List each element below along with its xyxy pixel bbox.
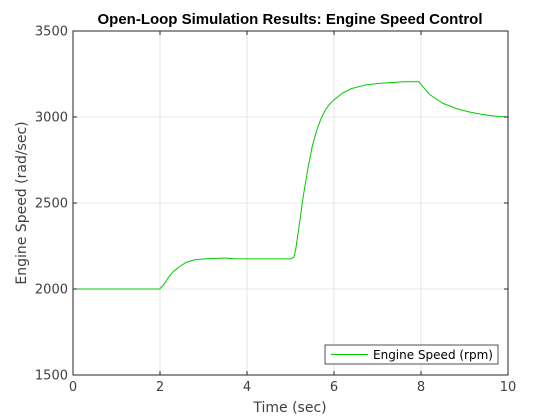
chart-title: Open-Loop Simulation Results: Engine Spe…: [97, 11, 482, 28]
y-tick-label: 1500: [35, 369, 68, 384]
x-tick-label: 10: [500, 380, 517, 395]
legend: Engine Speed (rpm): [324, 344, 499, 365]
x-tick-label: 4: [243, 380, 251, 395]
legend-label: Engine Speed (rpm): [373, 348, 493, 362]
y-tick-label: 3500: [35, 25, 68, 40]
y-tick-label: 2000: [35, 283, 68, 298]
x-tick-label: 6: [330, 380, 338, 395]
y-axis-label: Engine Speed (rad/sec): [14, 121, 30, 284]
x-tick-label: 8: [417, 380, 425, 395]
x-tick-label: 0: [69, 380, 77, 395]
x-tick-label: 2: [156, 380, 164, 395]
series-layer: [73, 81, 509, 290]
y-tick-label: 2500: [35, 197, 68, 212]
x-axis-label: Time (sec): [252, 400, 326, 416]
legend-box: [324, 344, 499, 365]
tick-layer: 0 2 4 6 8 10 1500 2000 2500 3000 3500: [35, 25, 516, 396]
y-tick-label: 3000: [35, 111, 68, 126]
series-line-engine-speed: [73, 81, 509, 290]
